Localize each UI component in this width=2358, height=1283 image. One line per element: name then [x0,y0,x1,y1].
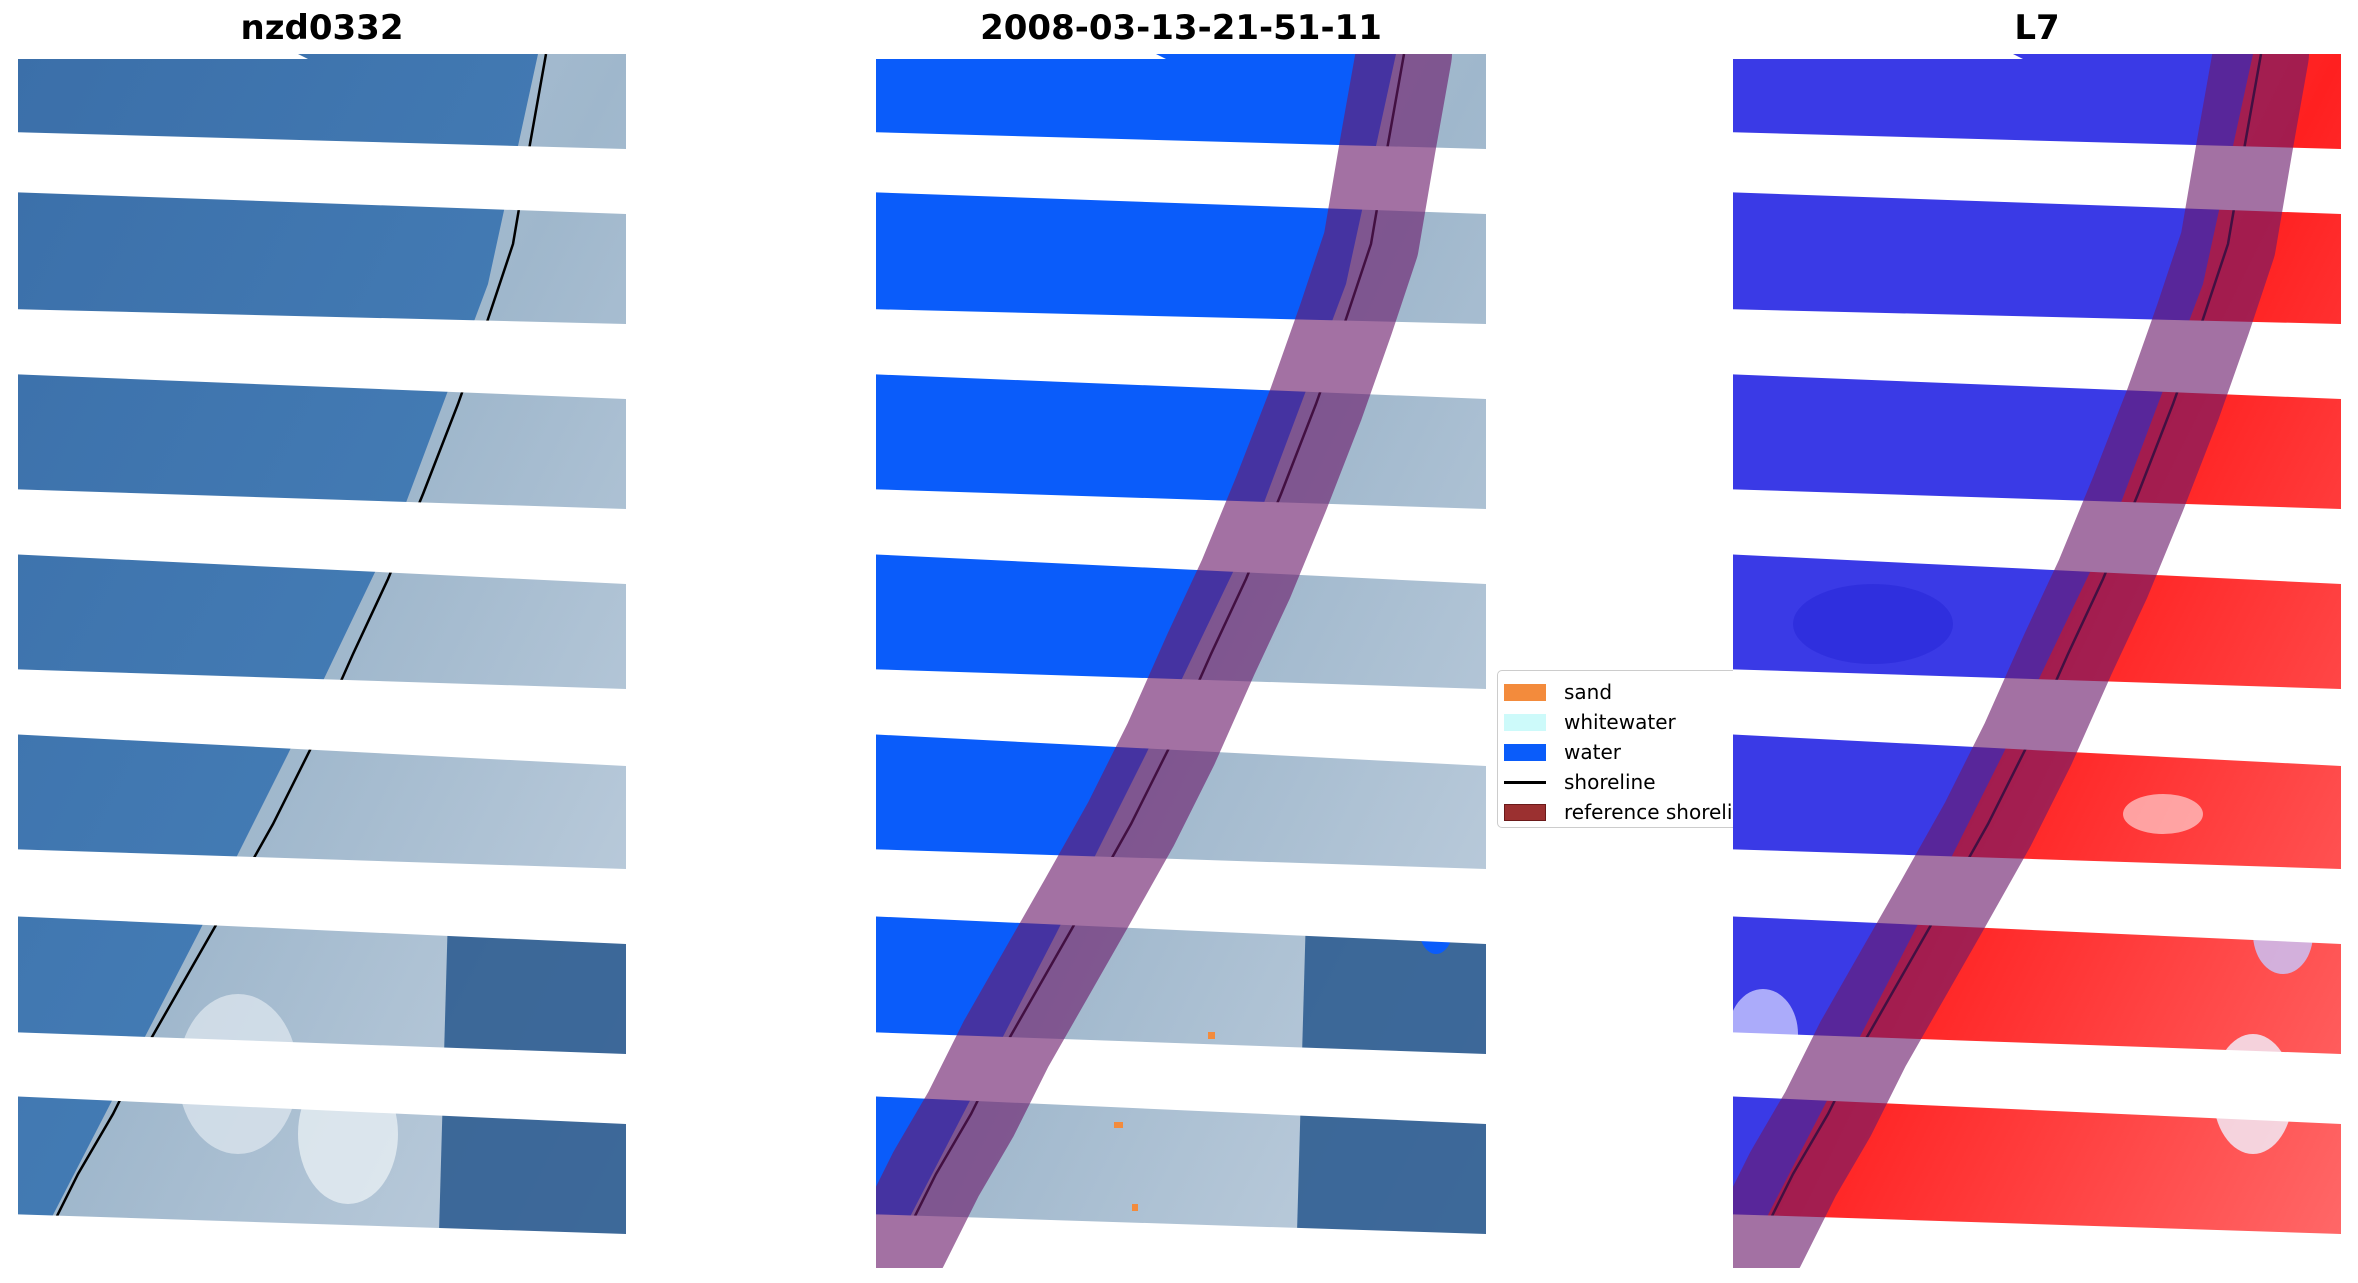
legend-label-whitewater: whitewater [1564,710,1676,734]
panel-title-classified: 2008-03-13-21-51-11 [980,8,1382,48]
reference-shoreline-buffer [1733,54,2309,1268]
water-index-image [1733,54,2341,1268]
legend-swatch-reference-shoreline [1504,803,1546,821]
sand-pixels [1114,1032,1215,1211]
legend-line-shoreline [1504,780,1546,784]
legend-swatch-water [1504,743,1546,761]
legend-label-sand: sand [1564,680,1613,704]
legend-item-sand: sand [1498,677,1612,707]
rgb-satellite-image [18,54,626,1268]
legend-item-shoreline: shoreline [1498,767,1656,797]
legend-item-whitewater: whitewater [1498,707,1676,737]
legend-label-shoreline: shoreline [1564,770,1656,794]
legend-item-water: water [1498,737,1621,767]
legend-swatch-sand [1504,683,1546,701]
legend-label-water: water [1564,740,1621,764]
panel-title-rgb: nzd0332 [240,8,404,48]
panel-title-index: L7 [2014,8,2060,48]
legend-swatch-whitewater [1504,713,1546,731]
classified-image [876,54,1486,1268]
reference-shoreline-buffer [876,54,1452,1268]
scan-gaps [18,54,626,1268]
